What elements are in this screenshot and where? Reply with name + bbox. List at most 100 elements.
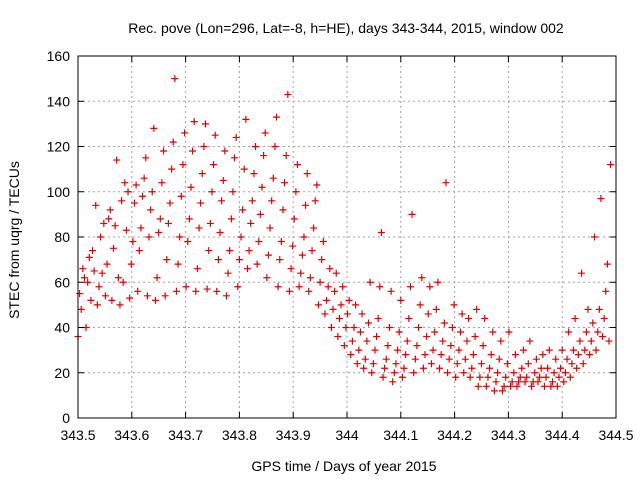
data-point [557,364,565,372]
data-point [287,265,295,273]
data-point [340,342,348,350]
data-point [339,283,347,291]
data-point [356,328,364,336]
data-point [124,188,132,196]
data-point [545,346,553,354]
data-point [85,253,93,261]
data-point [348,337,356,345]
data-point [384,342,392,350]
data-point [182,283,190,291]
data-point [331,287,339,295]
data-point [232,133,240,141]
data-point [453,360,461,368]
data-point [266,224,274,232]
data-point [166,199,174,207]
data-point [130,199,138,207]
data-point [248,197,256,205]
data-point [432,305,440,313]
data-point [434,278,442,286]
data-point [90,267,98,275]
y-tick-label: 80 [54,229,70,245]
data-point [281,179,289,187]
data-point [371,346,379,354]
data-point [221,147,229,155]
data-point [126,294,134,302]
data-point [142,154,150,162]
y-axis-label: STEC from uqrg / TECUs [6,161,22,319]
data-point [345,296,353,304]
data-point [431,328,439,336]
data-point [184,238,192,246]
data-point [390,369,398,377]
data-point [526,337,534,345]
data-point [214,256,222,264]
data-point [132,181,140,189]
data-point [172,287,180,295]
data-point [366,278,374,286]
data-point [219,176,227,184]
data-point [118,197,126,205]
data-point [497,337,505,345]
y-tick-label: 100 [47,184,71,200]
data-point [334,333,342,341]
data-point [263,274,271,282]
data-point [105,215,113,223]
data-point [586,351,594,359]
data-point [510,369,518,377]
data-point [210,161,218,169]
data-point [592,346,600,354]
data-point [600,314,608,322]
data-point [442,179,450,187]
data-point [234,283,242,291]
data-point [481,314,489,322]
data-point [363,337,371,345]
x-tick-label: 343.5 [60,427,95,443]
data-point [292,188,300,196]
data-point [413,342,421,350]
data-point [502,373,510,381]
data-point [528,382,536,390]
data-point [208,188,216,196]
data-point [402,351,410,359]
data-point [500,382,508,390]
data-point [302,201,310,209]
data-point [558,346,566,354]
data-point [303,170,311,178]
data-point [397,296,405,304]
data-point [352,301,360,309]
data-point [271,143,279,150]
data-point [192,287,200,295]
data-point [560,378,568,386]
data-point [153,274,161,282]
data-point [507,382,515,390]
data-point [518,364,526,372]
data-point [171,75,179,83]
data-point [193,265,201,273]
data-point [479,342,487,350]
data-point [211,131,219,139]
data-point [95,283,103,291]
data-point [373,333,381,341]
data-point [205,247,213,255]
data-point [571,314,579,322]
data-point [395,328,403,336]
data-point [474,382,482,390]
data-point [553,382,561,390]
data-point [264,251,272,259]
data-point [458,310,466,318]
data-point [337,301,345,309]
data-point [605,337,613,345]
data-point [269,174,277,182]
data-point [492,378,500,386]
data-point [110,244,118,252]
data-point [276,256,284,264]
points-layer [74,75,615,395]
data-point [310,224,318,232]
data-point [532,355,540,363]
data-point [589,319,597,327]
data-point [486,364,494,372]
data-point [314,301,322,309]
data-point [568,360,576,368]
data-point [106,206,114,214]
data-point [255,238,263,246]
